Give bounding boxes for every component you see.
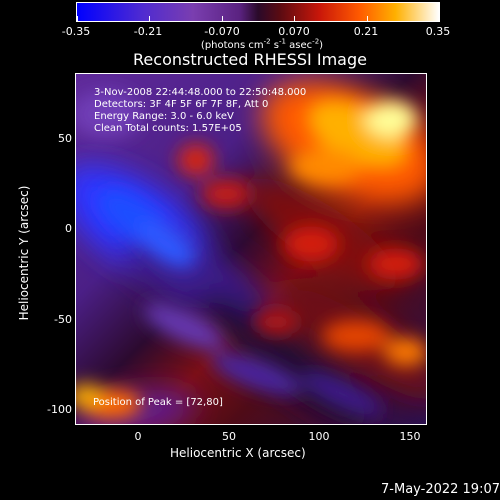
colorbar-tick — [77, 16, 78, 21]
rhessi-image-heatmap — [76, 74, 426, 424]
rhessi-image-plot: 3-Nov-2008 22:44:48.000 to 22:50:48.000 … — [75, 73, 427, 425]
colorbar-tick — [294, 16, 296, 21]
colorbar-tick-label: -0.21 — [133, 25, 163, 38]
annotation-time-range: 3-Nov-2008 22:44:48.000 to 22:50:48.000 — [94, 87, 307, 98]
x-axis-tick-label: 50 — [222, 430, 236, 443]
colorbar-tick — [439, 16, 440, 21]
colorbar — [76, 2, 440, 22]
heatmap-blobs-hot — [76, 99, 426, 419]
colorbar-tick-label: 0.35 — [425, 25, 451, 38]
y-axis-tick-label: -100 — [47, 403, 72, 416]
annotation-clean-total-counts: Clean Total counts: 1.57E+05 — [94, 123, 242, 134]
peak-position-label: Position of Peak = [72,80] — [93, 397, 223, 408]
colorbar-tick-label: 0.21 — [353, 25, 379, 38]
colorbar-tick-label: -0.070 — [204, 25, 240, 38]
colorbar-tick — [221, 16, 223, 21]
y-axis-tick-label: 0 — [65, 222, 72, 235]
y-axis-label: Heliocentric Y (arcsec) — [17, 185, 31, 321]
plot-title: Reconstructed RHESSI Image — [133, 50, 367, 69]
annotation-detectors: Detectors: 3F 4F 5F 6F 7F 8F, Att 0 — [94, 99, 269, 110]
y-axis-tick-label: -50 — [54, 313, 72, 326]
colorbar-unit-label: (photons cm-2 s-1 asec-2) — [200, 37, 324, 51]
colorbar-tick — [366, 16, 368, 21]
colorbar-tick-label: 0.070 — [278, 25, 310, 38]
x-axis-tick-label: 100 — [308, 430, 330, 443]
x-axis-tick-label: 150 — [399, 430, 421, 443]
x-axis-tick-label: 0 — [134, 430, 142, 443]
annotation-energy-range: Energy Range: 3.0 - 6.0 keV — [94, 111, 234, 122]
colorbar-tick-label: -0.35 — [61, 25, 91, 38]
y-axis-tick-label: 50 — [58, 132, 72, 145]
render-timestamp: 7-May-2022 19:07 — [381, 482, 500, 497]
heatmap-blobs-cool — [76, 90, 384, 416]
x-axis-label: Heliocentric X (arcsec) — [170, 446, 306, 460]
colorbar-tick — [149, 16, 151, 21]
